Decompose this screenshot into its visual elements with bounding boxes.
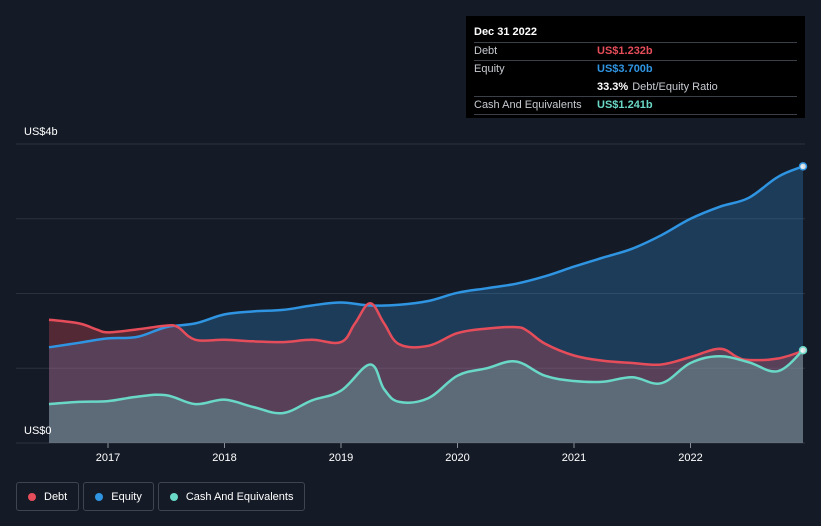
end-markers <box>798 162 808 355</box>
tooltip-debt-label: Debt <box>474 45 498 57</box>
x-axis: 2017 2018 2019 2020 2021 2022 <box>96 443 703 464</box>
tooltip-ratio-row: 33.3% Debt/Equity Ratio <box>474 78 797 96</box>
tooltip-cash-value: US$1.241b <box>597 99 653 111</box>
cash-dot-icon <box>169 492 178 501</box>
x-tick-label-2022: 2022 <box>678 452 702 464</box>
tooltip-cash-label: Cash And Equivalents <box>474 99 582 111</box>
tooltip-ratio-label: Debt/Equity Ratio <box>632 81 718 93</box>
tooltip-ratio-value: 33.3% <box>597 81 629 93</box>
tooltip-date: Dec 31 2022 <box>474 26 537 38</box>
tooltip-equity-row: Equity US$3.700b <box>474 60 797 78</box>
grid-lines <box>16 143 805 444</box>
y-axis-min-label: US$0 <box>24 425 52 437</box>
tooltip-debt-row: Debt US$1.232b <box>474 42 797 60</box>
legend-item-cash[interactable]: Cash And Equivalents <box>157 482 306 511</box>
x-tick-label-2020: 2020 <box>445 452 469 464</box>
equity-area <box>49 166 803 443</box>
equity-end-marker <box>798 162 808 171</box>
tooltip-equity-label: Equity <box>474 63 505 75</box>
legend-item-debt[interactable]: Debt <box>16 482 80 511</box>
cash-and-equivalents-end-marker <box>798 345 808 355</box>
x-tick-label-2017: 2017 <box>96 452 120 464</box>
tooltip-debt-value: US$1.232b <box>597 45 653 57</box>
cash-and-equivalents-area <box>49 350 803 443</box>
debt-area <box>49 303 803 443</box>
series-areas <box>49 166 803 443</box>
cash-and-equivalents-line <box>48 349 804 415</box>
legend-debt-label: Debt <box>44 490 68 503</box>
legend-item-equity[interactable]: Equity <box>83 482 154 511</box>
series-lines <box>48 165 804 415</box>
legend-cash-label: Cash And Equivalents <box>185 490 294 503</box>
debt-line <box>48 301 804 367</box>
x-tick-label-2021: 2021 <box>562 452 586 464</box>
debt-dot-icon <box>28 492 36 501</box>
tooltip-equity-value: US$3.700b <box>597 63 653 75</box>
x-tick-label-2019: 2019 <box>329 452 353 464</box>
x-tick-label-2018: 2018 <box>212 452 236 464</box>
data-tooltip: Dec 31 2022 Debt US$1.232b Equity US$3.7… <box>466 16 805 118</box>
legend-equity-label: Equity <box>111 490 142 503</box>
equity-dot-icon <box>95 492 104 501</box>
y-axis-max-label: US$4b <box>24 126 58 138</box>
chart-legend: Debt Equity Cash And Equivalents <box>16 482 309 511</box>
tooltip-cash-row: Cash And Equivalents US$1.241b <box>474 96 797 115</box>
